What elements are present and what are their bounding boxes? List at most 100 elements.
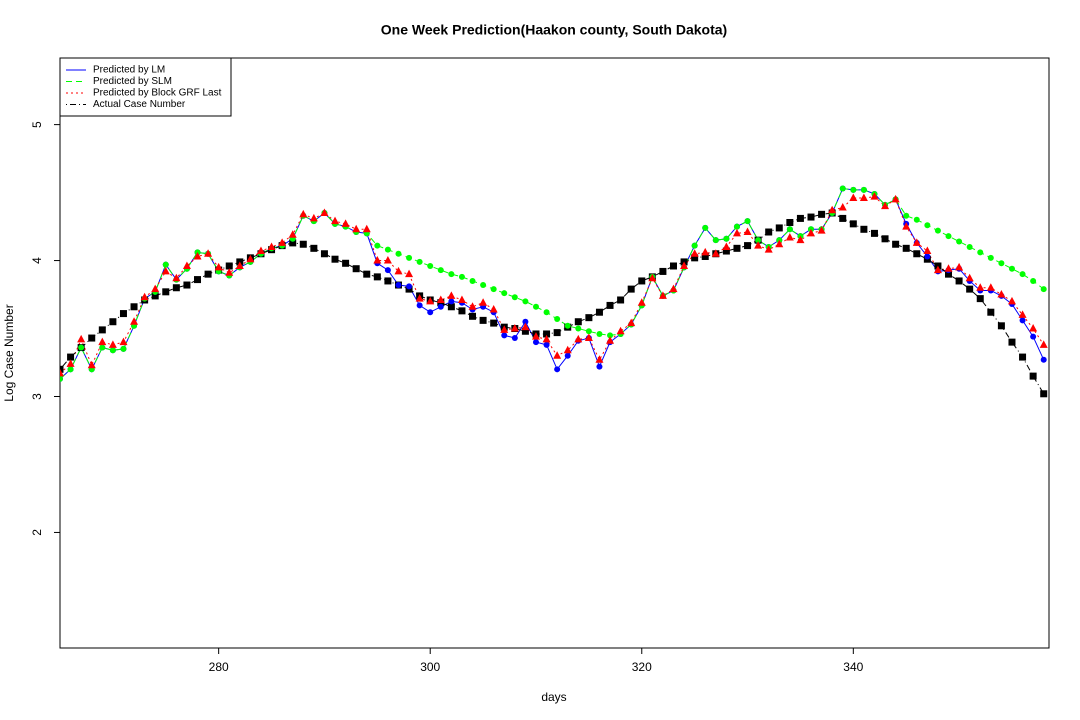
point xyxy=(997,290,1006,298)
point xyxy=(341,219,350,227)
series-line xyxy=(60,212,1045,395)
point xyxy=(955,262,964,271)
point xyxy=(67,353,75,361)
point xyxy=(691,254,699,262)
point xyxy=(225,268,234,276)
point xyxy=(384,277,392,285)
point xyxy=(469,312,477,320)
point xyxy=(394,266,403,275)
x-tick-label: 280 xyxy=(209,660,229,674)
point xyxy=(511,335,518,342)
point xyxy=(924,222,931,229)
point xyxy=(997,322,1005,330)
x-axis-label: days xyxy=(541,690,566,704)
point xyxy=(162,261,169,268)
point xyxy=(892,240,900,248)
point xyxy=(564,352,571,359)
point xyxy=(500,325,509,333)
point xyxy=(542,334,551,343)
point xyxy=(849,220,857,228)
point xyxy=(702,224,709,231)
point xyxy=(733,244,741,252)
point xyxy=(489,304,498,313)
point xyxy=(669,284,678,293)
point xyxy=(426,296,435,305)
point xyxy=(554,316,561,323)
point xyxy=(214,262,223,271)
point xyxy=(480,282,487,289)
point xyxy=(987,308,995,316)
point xyxy=(109,347,116,354)
point xyxy=(659,267,667,275)
point xyxy=(1030,333,1037,340)
point xyxy=(427,262,434,269)
point xyxy=(120,345,127,352)
point xyxy=(458,273,465,280)
point xyxy=(945,233,952,240)
point xyxy=(860,225,868,233)
point xyxy=(1040,286,1047,293)
point xyxy=(744,242,752,250)
point xyxy=(817,226,826,234)
point xyxy=(532,339,539,346)
y-axis-label: Log Case Number xyxy=(2,304,16,401)
point xyxy=(944,264,953,272)
series-line xyxy=(60,187,1045,380)
point xyxy=(712,237,719,244)
point xyxy=(109,318,117,326)
point xyxy=(246,254,255,263)
point xyxy=(606,301,614,309)
legend-label: Predicted by LM xyxy=(93,65,165,76)
point xyxy=(193,251,202,260)
point xyxy=(553,329,561,337)
point xyxy=(384,246,391,253)
point xyxy=(574,318,582,326)
point xyxy=(532,303,539,310)
point xyxy=(606,336,615,344)
point xyxy=(225,262,233,270)
point xyxy=(395,282,402,289)
point xyxy=(1019,353,1027,361)
point xyxy=(60,368,64,377)
point xyxy=(881,201,890,210)
point xyxy=(796,214,804,222)
point xyxy=(584,333,593,342)
legend-box xyxy=(59,57,232,117)
point xyxy=(691,242,698,249)
point xyxy=(278,238,287,246)
point xyxy=(310,244,318,252)
point xyxy=(638,277,646,285)
point xyxy=(563,345,572,354)
point xyxy=(427,309,434,316)
point xyxy=(458,307,466,315)
point xyxy=(543,330,551,338)
point xyxy=(575,325,582,332)
point xyxy=(627,285,635,293)
point xyxy=(1040,390,1048,398)
point xyxy=(235,261,244,269)
point xyxy=(256,246,265,255)
point xyxy=(87,360,96,369)
point xyxy=(67,366,74,373)
point xyxy=(448,271,455,278)
point xyxy=(690,249,699,257)
point xyxy=(617,296,625,304)
point xyxy=(849,193,858,202)
point xyxy=(711,249,720,257)
plot-area xyxy=(60,185,1048,398)
point xyxy=(924,253,931,260)
point xyxy=(501,290,508,297)
point xyxy=(501,332,508,339)
point xyxy=(765,228,773,236)
point xyxy=(130,317,139,325)
point xyxy=(416,302,423,309)
point xyxy=(785,232,794,241)
point xyxy=(1018,310,1027,318)
point xyxy=(405,269,414,278)
point xyxy=(596,330,603,337)
point xyxy=(839,185,846,192)
point xyxy=(744,218,751,225)
point xyxy=(755,237,762,244)
y-tick-label: 2 xyxy=(30,529,44,536)
point xyxy=(182,261,191,269)
